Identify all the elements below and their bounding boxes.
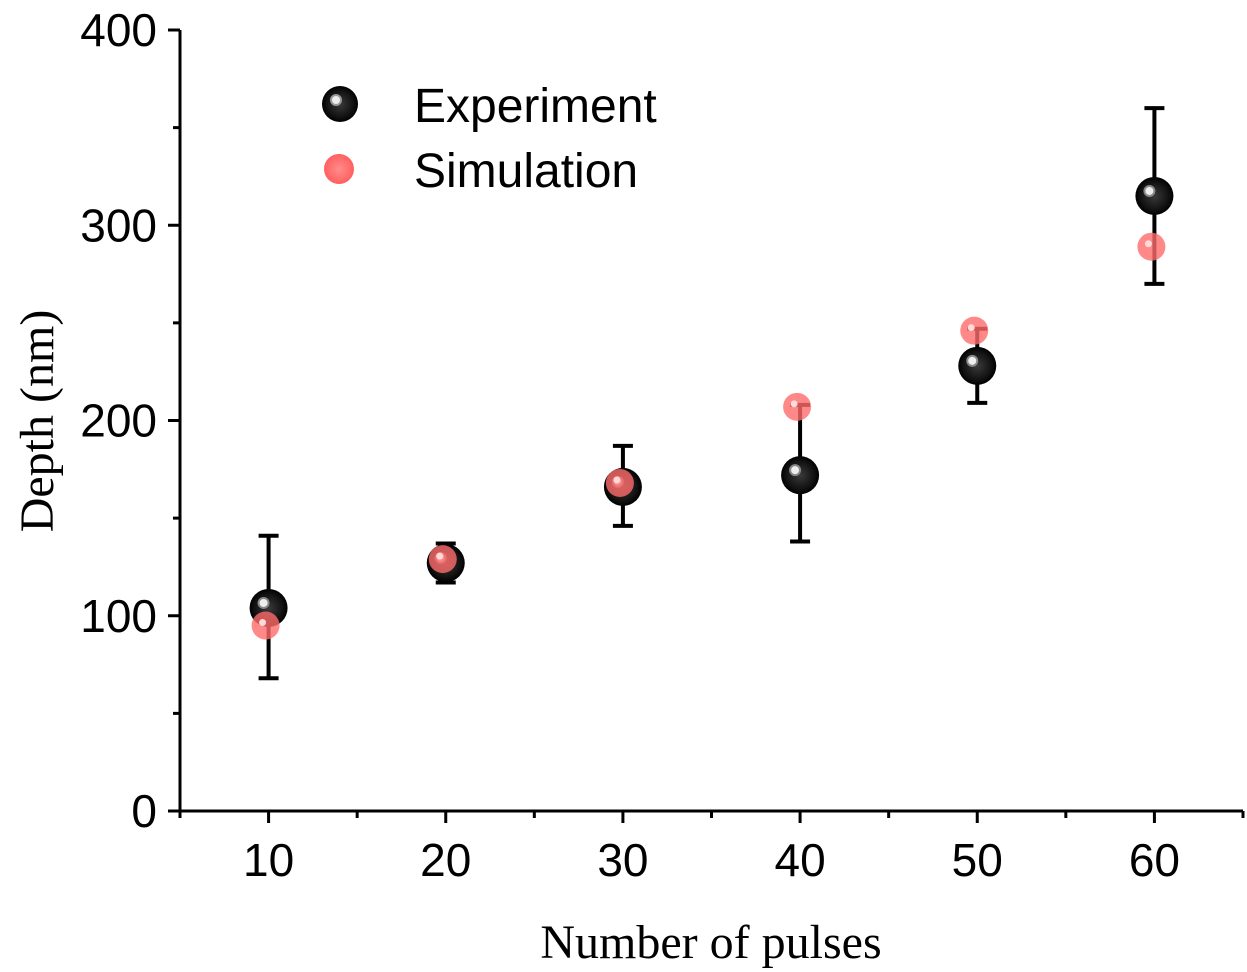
simulation-point bbox=[960, 316, 989, 345]
experiment-point bbox=[781, 456, 820, 495]
y-tick-label: 300 bbox=[80, 199, 157, 251]
x-tick-label: 60 bbox=[1129, 834, 1180, 886]
simulation-point bbox=[783, 392, 812, 421]
y-tick-label: 100 bbox=[80, 590, 157, 642]
simulation-point-highlight bbox=[613, 476, 621, 484]
simulation-point bbox=[605, 468, 634, 497]
plot-area: 10 20 30 40 50 60 0 100 200 300 400 bbox=[80, 4, 1245, 886]
x-tick-label: 20 bbox=[420, 834, 471, 886]
y-tick-label: 400 bbox=[80, 4, 157, 56]
simulation-point bbox=[428, 545, 457, 574]
y-tick-label: 200 bbox=[80, 395, 157, 447]
x-tick-label: 50 bbox=[952, 834, 1003, 886]
experiment-point-highlight bbox=[1143, 184, 1156, 197]
simulation-point-highlight bbox=[259, 619, 267, 627]
x-tick-label: 30 bbox=[597, 834, 648, 886]
simulation-point-highlight bbox=[790, 400, 798, 408]
x-ticks: 10 20 30 40 50 60 bbox=[178, 811, 1245, 886]
experiment-point-highlight bbox=[966, 354, 979, 367]
legend-label-simulation: Simulation bbox=[414, 145, 638, 198]
y-tick-label: 0 bbox=[131, 785, 157, 837]
simulation-point bbox=[251, 611, 280, 640]
simulation-point-highlight bbox=[1144, 240, 1152, 248]
experiment-point-highlight bbox=[789, 464, 802, 477]
experiment-point-highlight bbox=[257, 596, 270, 609]
simulation-point bbox=[1137, 232, 1166, 261]
y-axis-title: Depth (nm) bbox=[11, 310, 64, 533]
legend: Experiment Simulation bbox=[322, 80, 657, 198]
data-points bbox=[249, 176, 1174, 640]
legend-marker-highlight bbox=[330, 94, 342, 106]
legend-label-experiment: Experiment bbox=[414, 80, 657, 133]
legend-marker-simulation bbox=[324, 154, 354, 184]
experiment-point bbox=[1135, 176, 1174, 215]
experiment-point bbox=[958, 346, 997, 385]
x-axis-title: Number of pulses bbox=[540, 916, 881, 969]
simulation-point-highlight bbox=[436, 552, 444, 560]
x-tick-label: 40 bbox=[774, 834, 825, 886]
simulation-point-highlight bbox=[967, 324, 975, 332]
error-bars bbox=[258, 106, 1165, 681]
y-ticks: 0 100 200 300 400 bbox=[80, 4, 180, 837]
x-tick-label: 10 bbox=[243, 834, 294, 886]
